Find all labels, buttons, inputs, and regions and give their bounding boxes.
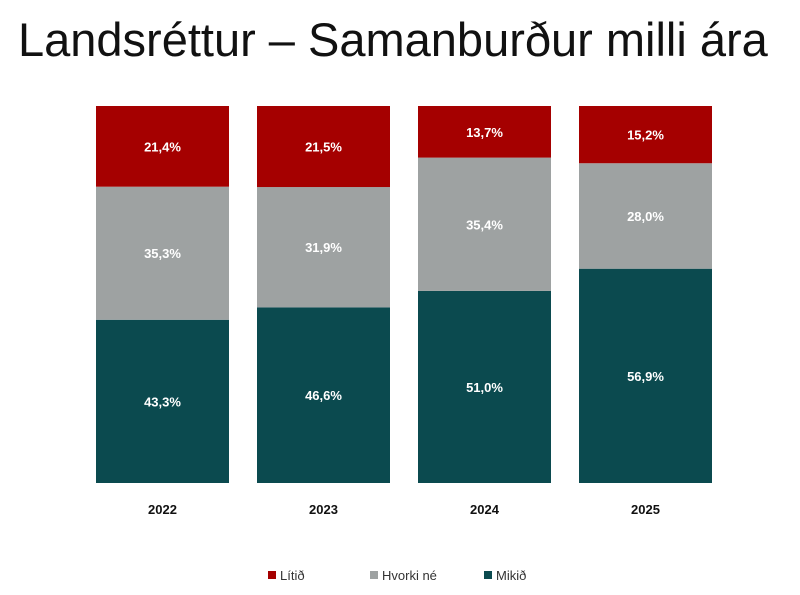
bar-segment-hvorki-n--2023 <box>257 187 390 308</box>
legend-swatch-miki- <box>484 571 492 579</box>
data-label-miki--2023: 46,6% <box>305 388 342 403</box>
data-label-miki--2025: 56,9% <box>627 369 664 384</box>
data-label-l-ti--2024: 13,7% <box>466 125 503 140</box>
data-label-hvorki-n--2024: 35,4% <box>466 217 503 232</box>
bar-segment-miki--2022 <box>96 319 229 483</box>
bar-segment-miki--2023 <box>257 307 390 483</box>
bar-segment-hvorki-n--2024 <box>418 157 551 291</box>
data-label-hvorki-n--2022: 35,3% <box>144 246 181 261</box>
data-label-l-ti--2023: 21,5% <box>305 140 342 155</box>
data-label-l-ti--2022: 21,4% <box>144 139 181 154</box>
data-label-hvorki-n--2023: 31,9% <box>305 240 342 255</box>
data-label-miki--2024: 51,0% <box>466 380 503 395</box>
chart-title: Landsréttur – Samanburður milli ára <box>18 13 768 66</box>
bar-segment-miki--2025 <box>579 268 712 483</box>
category-label-2023: 2023 <box>309 502 338 517</box>
category-label-2025: 2025 <box>631 502 660 517</box>
data-label-hvorki-n--2025: 28,0% <box>627 209 664 224</box>
legend-swatch-l-ti- <box>268 571 276 579</box>
category-label-2024: 2024 <box>470 502 500 517</box>
bar-segment-l-ti--2024 <box>418 106 551 158</box>
data-label-l-ti--2025: 15,2% <box>627 128 664 143</box>
legend-label-hvorki-n-: Hvorki né <box>382 568 437 583</box>
bar-segment-l-ti--2025 <box>579 106 712 164</box>
bar-segment-l-ti--2022 <box>96 106 229 187</box>
category-labels: 2022 2023 2024 2025 <box>148 502 660 517</box>
legend-swatch-hvorki-n- <box>370 571 378 579</box>
bar-segment-hvorki-n--2025 <box>579 163 712 269</box>
bars-group: 43,3% 35,3% 21,4% 46,6% 31,9% 21,5% 51,0% 35,4%… <box>96 106 712 483</box>
legend-label-miki-: Mikið <box>496 568 526 583</box>
data-label-miki--2022: 43,3% <box>144 394 181 409</box>
legend: Lítið Hvorki né Mikið <box>268 568 526 583</box>
legend-label-l-ti-: Lítið <box>280 568 305 583</box>
category-label-2022: 2022 <box>148 502 177 517</box>
bar-segment-hvorki-n--2022 <box>96 186 229 320</box>
bar-segment-miki--2024 <box>418 290 551 483</box>
bar-segment-l-ti--2023 <box>257 106 390 188</box>
